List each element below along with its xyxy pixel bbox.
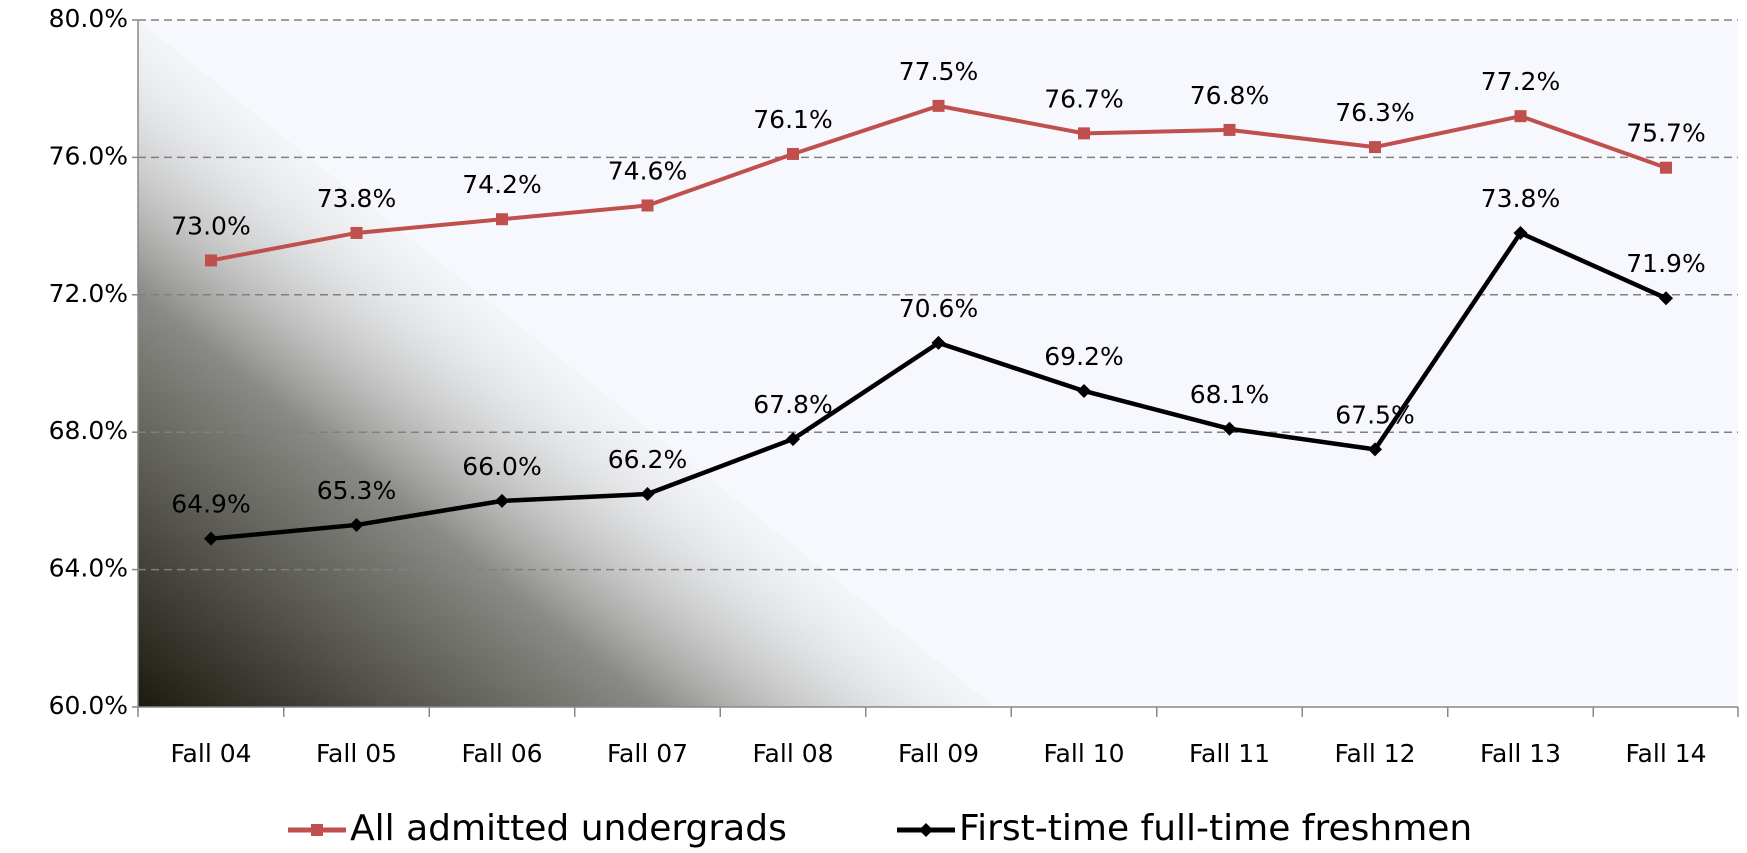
- data-label: 76.8%: [1190, 81, 1269, 110]
- data-label: 66.0%: [462, 452, 541, 481]
- point-marker: [1222, 421, 1237, 436]
- data-label: 74.2%: [462, 170, 541, 199]
- data-label: 76.1%: [753, 105, 832, 134]
- x-tick-label: Fall 06: [461, 739, 542, 768]
- x-tick-label: Fall 04: [170, 739, 251, 768]
- point-marker: [931, 335, 946, 350]
- point-marker: [350, 226, 363, 239]
- data-label: 65.3%: [317, 476, 396, 505]
- y-tick-label: 72.0%: [49, 279, 128, 308]
- legend-marker: [919, 823, 933, 837]
- point-marker: [641, 199, 654, 212]
- y-tick-label: 76.0%: [49, 141, 128, 170]
- data-label: 76.3%: [1335, 98, 1414, 127]
- point-marker: [1513, 225, 1528, 240]
- point-marker: [1514, 110, 1527, 123]
- data-label: 70.6%: [899, 294, 978, 323]
- data-label: 73.0%: [171, 211, 250, 240]
- data-label: 71.9%: [1626, 249, 1705, 278]
- data-label: 73.8%: [1481, 184, 1560, 213]
- x-tick-label: Fall 12: [1334, 739, 1415, 768]
- data-label: 73.8%: [317, 184, 396, 213]
- y-tick-label: 68.0%: [49, 416, 128, 445]
- legend-label: All admitted undergrads: [350, 808, 787, 849]
- point-marker: [1660, 161, 1672, 174]
- plot-shade: [138, 20, 995, 707]
- x-tick-label: Fall 05: [316, 739, 397, 768]
- point-marker: [1077, 383, 1091, 398]
- data-label: 64.9%: [171, 490, 250, 519]
- point-marker: [496, 213, 508, 226]
- legend-label: First-time full-time freshmen: [959, 808, 1472, 849]
- point-marker: [640, 487, 655, 502]
- data-label: 77.2%: [1481, 67, 1560, 96]
- x-tick-label: Fall 13: [1480, 739, 1561, 768]
- data-label: 66.2%: [608, 445, 687, 474]
- x-tick-label: Fall 10: [1043, 739, 1124, 768]
- point-marker: [786, 432, 800, 447]
- point-marker: [1078, 127, 1090, 140]
- legend-marker: [311, 824, 323, 836]
- point-marker: [205, 254, 217, 267]
- y-tick-label: 80.0%: [49, 4, 128, 33]
- point-marker: [1369, 141, 1381, 154]
- point-marker: [787, 147, 799, 160]
- point-marker: [1368, 442, 1382, 457]
- data-label: 67.8%: [753, 390, 832, 419]
- data-label: 67.5%: [1335, 400, 1414, 429]
- x-tick-label: Fall 14: [1625, 739, 1706, 768]
- data-label: 76.7%: [1044, 84, 1123, 113]
- data-label: 74.6%: [608, 156, 687, 185]
- x-tick-label: Fall 11: [1189, 739, 1270, 768]
- point-marker: [204, 531, 218, 546]
- data-label: 68.1%: [1190, 380, 1269, 409]
- point-marker: [495, 493, 509, 508]
- x-tick-label: Fall 08: [752, 739, 833, 768]
- data-label: 77.5%: [899, 57, 978, 86]
- point-marker: [932, 99, 945, 112]
- point-marker: [1659, 291, 1673, 306]
- y-tick-label: 60.0%: [49, 691, 128, 720]
- x-tick-label: Fall 07: [607, 739, 688, 768]
- point-marker: [349, 517, 364, 532]
- data-label: 75.7%: [1626, 119, 1705, 148]
- point-marker: [1223, 123, 1236, 136]
- data-label: 69.2%: [1044, 342, 1123, 371]
- x-tick-label: Fall 09: [898, 739, 979, 768]
- y-tick-label: 64.0%: [49, 554, 128, 583]
